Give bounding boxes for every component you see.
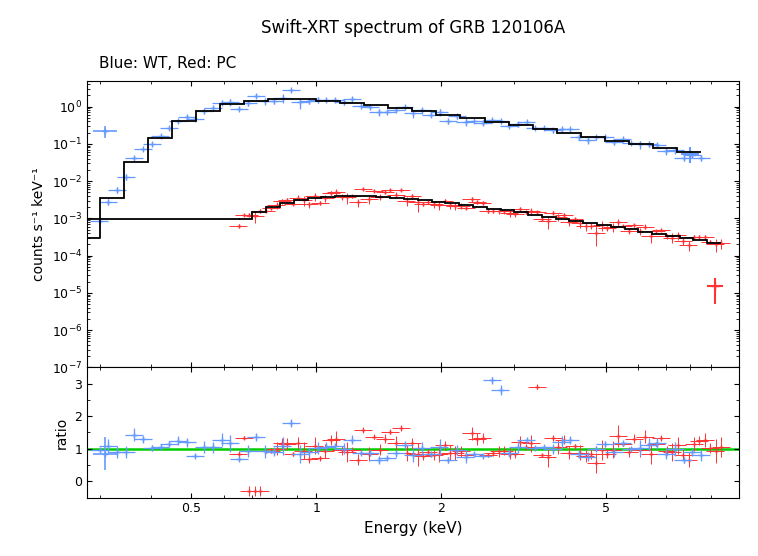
Text: Blue: WT, Red: PC: Blue: WT, Red: PC <box>99 56 236 71</box>
Y-axis label: counts s⁻¹ keV⁻¹: counts s⁻¹ keV⁻¹ <box>33 167 46 281</box>
Y-axis label: ratio: ratio <box>55 416 69 449</box>
Text: Swift-XRT spectrum of GRB 120106A: Swift-XRT spectrum of GRB 120106A <box>261 19 565 37</box>
X-axis label: Energy (keV): Energy (keV) <box>364 521 462 536</box>
